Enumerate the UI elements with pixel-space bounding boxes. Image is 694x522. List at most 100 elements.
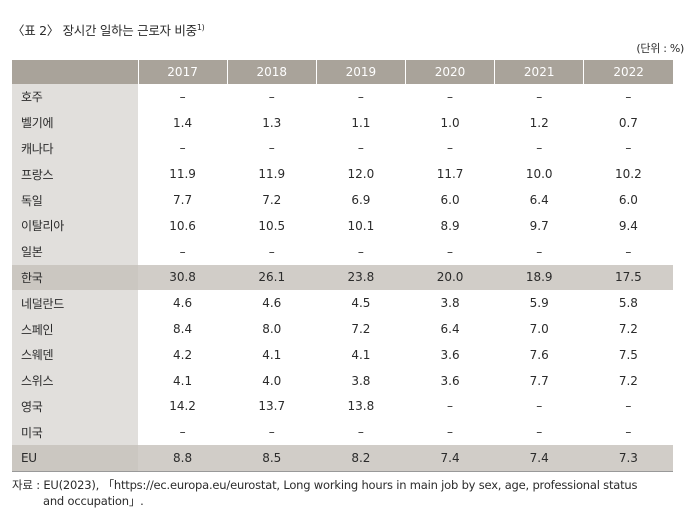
row-label: EU — [12, 445, 138, 472]
table-row: 독일 7.7 7.2 6.9 6.0 6.4 6.0 — [12, 187, 673, 213]
table-cell: – — [447, 89, 454, 104]
table-row: 스페인 8.4 8.0 7.2 6.4 7.0 7.2 — [12, 316, 673, 342]
table-cell: 17.5 — [583, 264, 673, 291]
table-row: 이탈리아 10.6 10.5 10.1 8.9 9.7 9.4 — [12, 212, 673, 239]
table-cell: 10.5 — [258, 218, 286, 233]
table-cell: 7.2 — [262, 193, 282, 208]
table-cell: – — [447, 141, 454, 156]
table-row: 네덜란드 4.6 4.6 4.5 3.8 5.9 5.8 — [12, 290, 673, 317]
table-cell: 1.2 — [529, 115, 549, 130]
table-cell: – — [536, 425, 543, 440]
table-row: 스위스 4.1 4.0 3.8 3.6 7.7 7.2 — [12, 367, 673, 394]
table-cell: 4.5 — [351, 296, 371, 311]
footnote-marker: 1) — [196, 23, 205, 32]
table-cell: 7.2 — [618, 322, 638, 337]
header-row: 2017 2018 2019 2020 2021 2022 — [12, 60, 673, 84]
table-cell: 8.4 — [173, 322, 193, 337]
table-cell: 18.9 — [494, 264, 584, 291]
row-label: 프랑스 — [12, 161, 138, 188]
table-cell: 30.8 — [138, 264, 228, 291]
table-cell: – — [536, 89, 543, 104]
table-row: 벨기에 1.4 1.3 1.1 1.0 1.2 0.7 — [12, 109, 673, 136]
table-cell: 6.9 — [351, 193, 371, 208]
table-cell: – — [447, 244, 454, 259]
table-cell: 12.0 — [347, 167, 375, 182]
table-cell: 7.2 — [618, 373, 638, 388]
table-cell: 23.8 — [316, 264, 406, 291]
table-cell: – — [268, 89, 275, 104]
table-cell: – — [179, 244, 186, 259]
table-cell: 8.5 — [227, 445, 317, 472]
row-label: 독일 — [12, 187, 138, 213]
table-cell: 7.7 — [529, 373, 549, 388]
table-cell: – — [536, 244, 543, 259]
table-cell: 3.6 — [440, 373, 460, 388]
unit-label: (단위 : %) — [636, 42, 684, 55]
table-cell: 3.8 — [351, 373, 371, 388]
table-cell: 4.6 — [173, 296, 193, 311]
table-row: 프랑스 11.9 11.9 12.0 11.7 10.0 10.2 — [12, 161, 673, 188]
data-table: 2017 2018 2019 2020 2021 2022 호주 – – – – – – 벨기… — [12, 60, 673, 472]
row-label: 스페인 — [12, 316, 138, 342]
table-cell: 10.0 — [525, 167, 553, 182]
table-cell: 9.7 — [529, 218, 549, 233]
table-cell: 4.6 — [262, 296, 282, 311]
table-cell: 1.3 — [262, 115, 282, 130]
table-cell: 13.8 — [347, 399, 375, 414]
table-row: 미국 – – – – – – — [12, 419, 673, 446]
row-label: 한국 — [12, 264, 138, 291]
table-cell: 7.6 — [529, 347, 549, 362]
table-cell: – — [625, 244, 632, 259]
table-cell: – — [268, 425, 275, 440]
table-cell: – — [179, 89, 186, 104]
table-cell: – — [268, 244, 275, 259]
row-label: 호주 — [12, 84, 138, 110]
table-cell: 7.0 — [529, 322, 549, 337]
table-cell: 1.4 — [173, 115, 193, 130]
table-cell: – — [447, 399, 454, 414]
header-cell-2022: 2022 — [583, 60, 673, 84]
source-note: 자료 : EU(2023), 「https://ec.europa.eu/eur… — [12, 477, 674, 509]
table-cell: 1.0 — [440, 115, 460, 130]
table-cell: 14.2 — [169, 399, 196, 414]
table-cell: 7.5 — [618, 347, 638, 362]
table-cell: – — [357, 141, 364, 156]
row-label: 스웨덴 — [12, 341, 138, 368]
table-cell: 20.0 — [405, 264, 495, 291]
table-cell: 8.2 — [316, 445, 406, 472]
table-cell: 7.3 — [583, 445, 673, 472]
row-label: 네덜란드 — [12, 290, 138, 317]
table-row: 캐나다 – – – – – – — [12, 135, 673, 162]
table-row: 호주 – – – – – – — [12, 84, 673, 110]
table-cell: – — [447, 425, 454, 440]
table-cell: – — [536, 399, 543, 414]
table-cell: 13.7 — [258, 399, 286, 414]
table-cell: – — [357, 425, 364, 440]
source-line-2: and occupation」. — [43, 494, 144, 508]
header-cell-2017: 2017 — [137, 60, 228, 84]
table-cell: – — [357, 244, 364, 259]
table-cell: 26.1 — [227, 264, 317, 291]
table-cell: 8.0 — [262, 322, 282, 337]
table-row: 영국 14.2 13.7 13.8 – – – — [12, 393, 673, 420]
table-cell: 10.1 — [347, 218, 375, 233]
table-cell: 5.8 — [618, 296, 638, 311]
table-cell: 9.4 — [618, 218, 638, 233]
table-cell: – — [179, 425, 186, 440]
table-body: 호주 – – – – – – 벨기에 1.4 1.3 1.1 1.0 1.2 0.7 캐나다 – – – – – – 프랑… — [12, 84, 673, 472]
table-cell: 5.9 — [529, 296, 549, 311]
table-cell: – — [179, 141, 186, 156]
table-cell: 6.4 — [440, 322, 460, 337]
header-cell-2021: 2021 — [494, 60, 584, 84]
table-cell: 7.4 — [494, 445, 584, 472]
table-cell: 1.1 — [351, 115, 371, 130]
row-label: 캐나다 — [12, 135, 138, 162]
row-label: 미국 — [12, 419, 138, 446]
table-cell: 4.1 — [262, 347, 282, 362]
table-cell: 6.4 — [529, 193, 549, 208]
table-title: 〈표 2〉 장시간 일하는 근로자 비중1) — [12, 23, 205, 38]
table-cell: 10.6 — [169, 218, 196, 233]
table-cell: – — [536, 141, 543, 156]
table-cell: – — [625, 141, 632, 156]
table-cell: 6.0 — [440, 193, 460, 208]
